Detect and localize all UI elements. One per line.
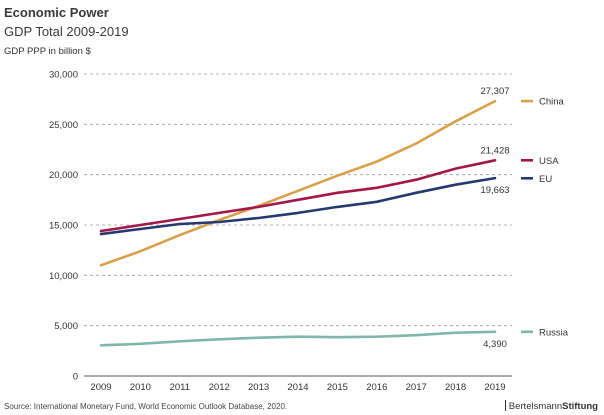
legend-label-china: China [539,97,565,108]
x-tick-label: 2015 [327,382,348,393]
x-tick-label: 2014 [287,382,308,393]
x-tick-label: 2018 [445,382,466,393]
brand-name-part2: Stiftung [562,401,598,412]
gridlines [84,73,512,377]
x-tick-label: 2016 [366,382,387,393]
y-tick-label: 30,000 [49,70,78,81]
series-line-china [99,99,497,267]
end-value-label-china: 27,307 [480,86,509,97]
series-line-eu [99,176,497,236]
end-value-label-russia: 4,390 [483,339,507,350]
legend-label-eu: EU [539,174,552,185]
x-tick-label: 2010 [130,382,151,393]
y-tick-label: 20,000 [49,170,78,181]
series-lines [99,99,497,347]
y-tick-label: 25,000 [49,120,78,131]
series-line-russia [99,330,497,347]
x-tick-label: 2011 [170,382,190,393]
end-value-label-usa: 21,428 [480,145,509,156]
brand-name-part1: Bertelsmann [508,401,563,412]
chart-subtitle: GDP Total 2009-2019 [4,24,129,39]
end-value-label-eu: 19,663 [480,185,509,196]
y-axis-unit-label: GDP PPP in billion $ [4,46,91,57]
y-tick-label: 15,000 [49,221,78,232]
x-tick-label: 2017 [406,382,427,393]
x-tick-label: 2009 [90,382,111,393]
x-tick-label: 2012 [209,382,230,393]
brand-logo: BertelsmannStiftung [504,400,598,412]
y-tick-label: 5,000 [54,321,78,332]
legend: China USA EU Russia [521,97,569,338]
x-tick-label: 2019 [484,382,505,393]
y-tick-label: 10,000 [49,271,78,282]
end-value-labels: 27,307 21,428 19,663 4,390 [480,86,509,350]
legend-label-usa: USA [539,156,559,167]
x-axis-ticks: 2009 2010 2011 2012 2013 2014 2015 2016 2017 2018… [90,382,505,393]
legend-label-russia: Russia [539,327,569,338]
chart-title: Economic Power [4,5,109,20]
x-tick-label: 2013 [248,382,269,393]
y-axis-ticks: 0 5,000 10,000 15,000 20,000 25,000 30,000 [49,70,78,383]
series-line-usa [99,159,497,233]
y-tick-label: 0 [73,372,78,383]
source-note: Source: International Monetary Fund, Wor… [4,402,288,411]
